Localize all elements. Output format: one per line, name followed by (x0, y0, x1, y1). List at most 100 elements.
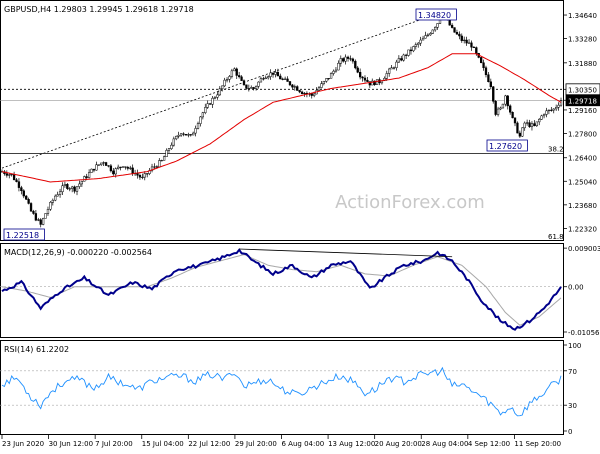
candle-body (402, 54, 405, 61)
candle-body (504, 95, 507, 105)
candle-body (201, 112, 205, 118)
candle-body (545, 110, 548, 115)
price-layer: 1.34820 1.27620 1.22518 38.2 61.8 (0, 8, 564, 241)
candle-body (109, 165, 113, 172)
candle-body (240, 76, 243, 81)
x-tick-label: 15 Jul 04:00 (142, 440, 184, 448)
watermark: ActionForex.com (335, 192, 485, 213)
macd-tick-label: 0.00 (568, 284, 584, 292)
candle-body (150, 166, 154, 171)
price-panel-frame (0, 0, 564, 241)
candle-body (250, 87, 253, 89)
candle-body (264, 77, 267, 80)
candle-body (182, 133, 185, 135)
candle-body (107, 165, 110, 167)
start-low-label-box (3, 228, 45, 241)
candle-body (15, 179, 18, 182)
candle-body (339, 58, 342, 64)
candle-body (196, 123, 200, 129)
candle-body (501, 103, 505, 109)
candle-body (233, 68, 236, 72)
candle-body (27, 199, 30, 204)
candle-body (327, 78, 330, 80)
candle-body (66, 183, 69, 189)
candle-body (213, 97, 217, 99)
candle-body (300, 91, 304, 95)
candle-body (199, 116, 202, 124)
candle-body (465, 39, 468, 44)
candle-body (162, 156, 166, 161)
candle-body (34, 213, 38, 221)
price-tick-label: 1.27800 (568, 130, 597, 138)
candle-body (78, 183, 81, 187)
candle-body (475, 47, 478, 54)
candle-body (90, 168, 93, 173)
candle-body (141, 176, 144, 178)
macd-tick-label: -0.010566 (568, 329, 600, 337)
candle-body (322, 81, 325, 84)
candle-body (291, 84, 294, 88)
candle-body (274, 71, 277, 75)
candle-body (460, 35, 463, 41)
candle-body (267, 76, 270, 79)
candle-body (41, 218, 45, 225)
candle-body (238, 75, 241, 78)
candle-body (412, 46, 415, 52)
candle-body (516, 122, 519, 134)
candle-body (494, 101, 497, 115)
candle-body (371, 80, 374, 86)
candle-body (179, 133, 183, 136)
candle-body (283, 78, 287, 80)
candle-body (366, 79, 369, 82)
price-tick-label: 1.25040 (568, 178, 597, 186)
candle-body (5, 173, 8, 176)
rsi-header: RSI(14) 61.2202 (4, 345, 69, 354)
candle-body (421, 37, 425, 41)
candle-body (8, 174, 11, 176)
x-tick-label: 28 Aug 04:00 (421, 440, 468, 448)
candle-body (85, 176, 88, 178)
candle-body (218, 88, 221, 96)
x-tick-label: 7 Jul 20:00 (95, 440, 133, 448)
candle-body (279, 75, 282, 80)
candle-body (87, 172, 91, 178)
candle-body (44, 213, 47, 219)
candle-body (29, 203, 33, 212)
candle-body (388, 68, 391, 74)
candle-body (75, 186, 79, 192)
candle-body (20, 187, 23, 191)
candle-body (12, 174, 16, 181)
candle-body (434, 27, 437, 31)
candle-body (56, 194, 59, 197)
candle-body (542, 114, 546, 117)
candle-body (317, 87, 321, 91)
price-tick-label: 1.29718 (568, 97, 597, 105)
candle-body (83, 176, 86, 182)
macd-divergence-line (239, 248, 453, 258)
candle-body (472, 46, 476, 48)
candle-body (431, 29, 434, 34)
candle-body (143, 173, 146, 178)
candle-body (114, 168, 117, 175)
candle-body (487, 74, 490, 83)
x-tick-label: 22 Jul 12:00 (188, 440, 230, 448)
candle-body (276, 71, 280, 77)
candle-body (208, 103, 212, 105)
candle-body (424, 35, 427, 39)
candle-body (92, 168, 96, 171)
candle-body (523, 122, 526, 129)
candle-body (489, 81, 492, 88)
candle-body (511, 111, 514, 119)
candle-body (102, 162, 105, 164)
candle-body (17, 181, 21, 188)
price-tick-label: 1.30350 (568, 86, 597, 94)
candle-body (271, 72, 275, 75)
candle-body (61, 185, 64, 193)
candle-body (453, 27, 456, 33)
rsi-tick-label: 70 (568, 368, 577, 376)
candle-body (354, 60, 357, 69)
candle-body (126, 167, 129, 169)
candle-body (463, 39, 466, 41)
candle-body (533, 123, 536, 126)
candle-body (73, 186, 76, 192)
